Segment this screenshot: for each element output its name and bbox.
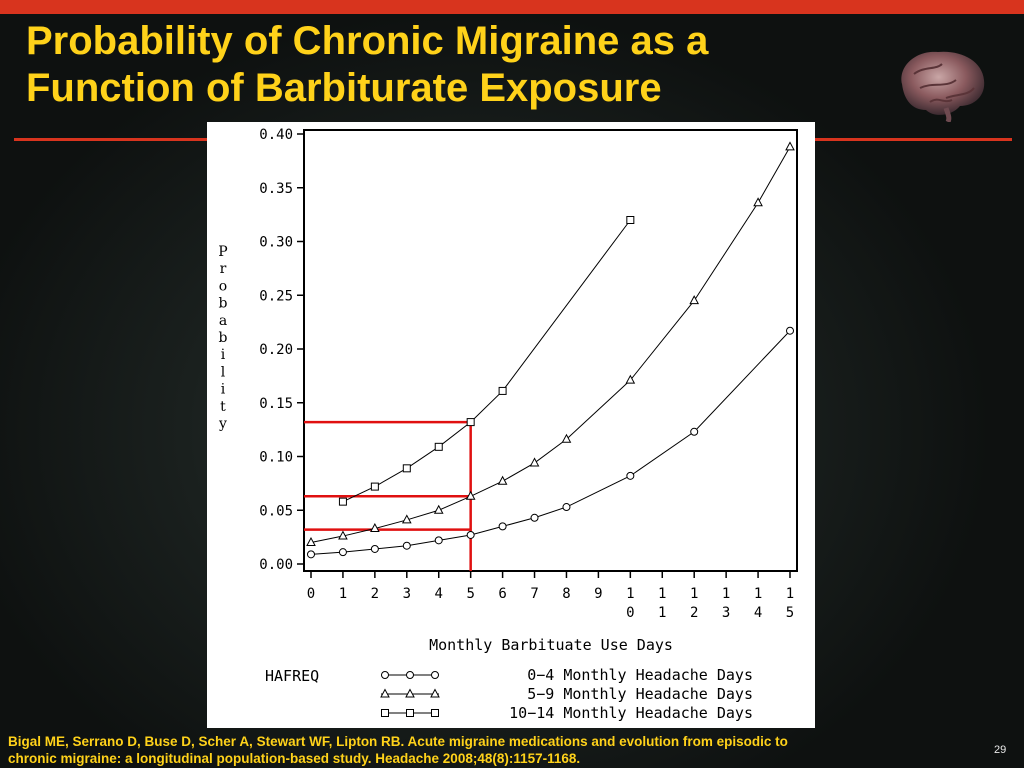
circle-marker xyxy=(406,671,414,679)
legend-label: 5−9 Monthly Headache Days xyxy=(527,685,753,703)
square-marker xyxy=(498,386,507,395)
circle-marker xyxy=(370,544,379,553)
square-marker xyxy=(406,709,414,717)
circle-marker xyxy=(690,427,699,436)
citation-line-1: Bigal ME, Serrano D, Buse D, Scher A, St… xyxy=(8,734,788,749)
x-tick-label: 4 xyxy=(435,586,443,602)
triangle-marker xyxy=(497,475,508,485)
series-line xyxy=(342,219,631,503)
circle-marker xyxy=(562,503,571,512)
circle-marker xyxy=(381,671,389,679)
x-tick-label: 2 xyxy=(371,586,379,602)
slide-title: Probability of Chronic Migraine as a Fun… xyxy=(26,18,886,112)
triangle-marker xyxy=(753,197,763,207)
circle-marker xyxy=(402,541,411,550)
legend-item: 10−14 Monthly Headache Days xyxy=(381,704,753,722)
triangle-marker xyxy=(430,688,440,698)
square-marker xyxy=(626,216,635,224)
square-marker xyxy=(338,497,347,506)
y-tick-label: 0.05 xyxy=(259,503,293,519)
top-accent-bar xyxy=(0,0,1024,14)
x-tick-label: 3 xyxy=(403,586,411,602)
x-tick-label: 8 xyxy=(562,586,570,602)
circle-marker xyxy=(307,550,315,559)
legend-label: 10−14 Monthly Headache Days xyxy=(509,704,753,722)
triangle-marker xyxy=(465,490,476,500)
y-tick-label: 0.20 xyxy=(259,342,293,358)
x-axis-label: Monthly Barbituate Use Days xyxy=(429,636,673,654)
triangle-marker xyxy=(433,504,444,514)
circle-marker xyxy=(530,513,539,522)
y-tick-label: 0.10 xyxy=(259,450,293,466)
y-tick-label: 0.35 xyxy=(259,181,293,197)
triangle-marker xyxy=(338,530,348,540)
circle-marker xyxy=(498,522,507,531)
square-marker xyxy=(381,709,389,717)
circle-marker xyxy=(786,326,794,335)
series-circle xyxy=(307,326,794,559)
citation: Bigal ME, Serrano D, Buse D, Scher A, St… xyxy=(8,733,998,767)
triangle-marker xyxy=(401,514,412,524)
triangle-marker xyxy=(405,688,415,698)
circle-marker xyxy=(466,530,475,539)
y-tick-label: 0.15 xyxy=(259,396,293,412)
circle-marker xyxy=(338,548,347,557)
series-triangle xyxy=(306,141,795,546)
triangle-marker xyxy=(689,295,700,305)
square-marker xyxy=(431,709,439,717)
triangle-marker xyxy=(561,433,572,443)
triangle-marker xyxy=(625,374,636,384)
triangle-marker xyxy=(380,688,390,698)
square-marker xyxy=(466,418,475,427)
square-marker xyxy=(370,482,379,491)
series-line xyxy=(310,330,791,555)
legend-item: 5−9 Monthly Headache Days xyxy=(380,685,753,703)
triangle-marker xyxy=(370,522,380,533)
triangle-marker xyxy=(529,457,540,467)
square-marker xyxy=(434,442,443,451)
x-tick-label: 9 xyxy=(594,586,602,602)
triangle-marker xyxy=(306,536,316,546)
citation-line-2: chronic migraine: a longitudinal populat… xyxy=(8,751,581,766)
series-line xyxy=(310,146,791,543)
square-marker xyxy=(402,464,411,473)
y-tick-label: 0.00 xyxy=(259,557,293,573)
triangle-marker xyxy=(785,141,795,151)
x-tick-label: 1 xyxy=(339,586,347,602)
brain-icon xyxy=(901,51,985,122)
legend-label: 0−4 Monthly Headache Days xyxy=(527,666,753,684)
plot-frame xyxy=(303,129,798,572)
circle-marker xyxy=(431,671,439,679)
y-tick-label: 0.40 xyxy=(259,127,293,143)
legend-title: HAFREQ xyxy=(265,667,319,685)
legend-item: 0−4 Monthly Headache Days xyxy=(381,666,753,684)
title-line-1: Probability of Chronic Migraine as a xyxy=(26,19,709,63)
x-tick-label: 0 xyxy=(307,586,315,602)
x-tick-label: 6 xyxy=(498,586,506,602)
y-tick-label: 0.30 xyxy=(259,235,293,251)
series-square xyxy=(338,216,635,506)
circle-marker xyxy=(434,536,443,545)
page-number: 29 xyxy=(994,744,1007,756)
title-line-2: Function of Barbiturate Exposure xyxy=(26,66,662,110)
y-tick-label: 0.25 xyxy=(259,288,293,304)
circle-marker xyxy=(626,471,635,480)
x-tick-label: 5 xyxy=(466,586,474,602)
x-tick-label: 7 xyxy=(530,586,538,602)
